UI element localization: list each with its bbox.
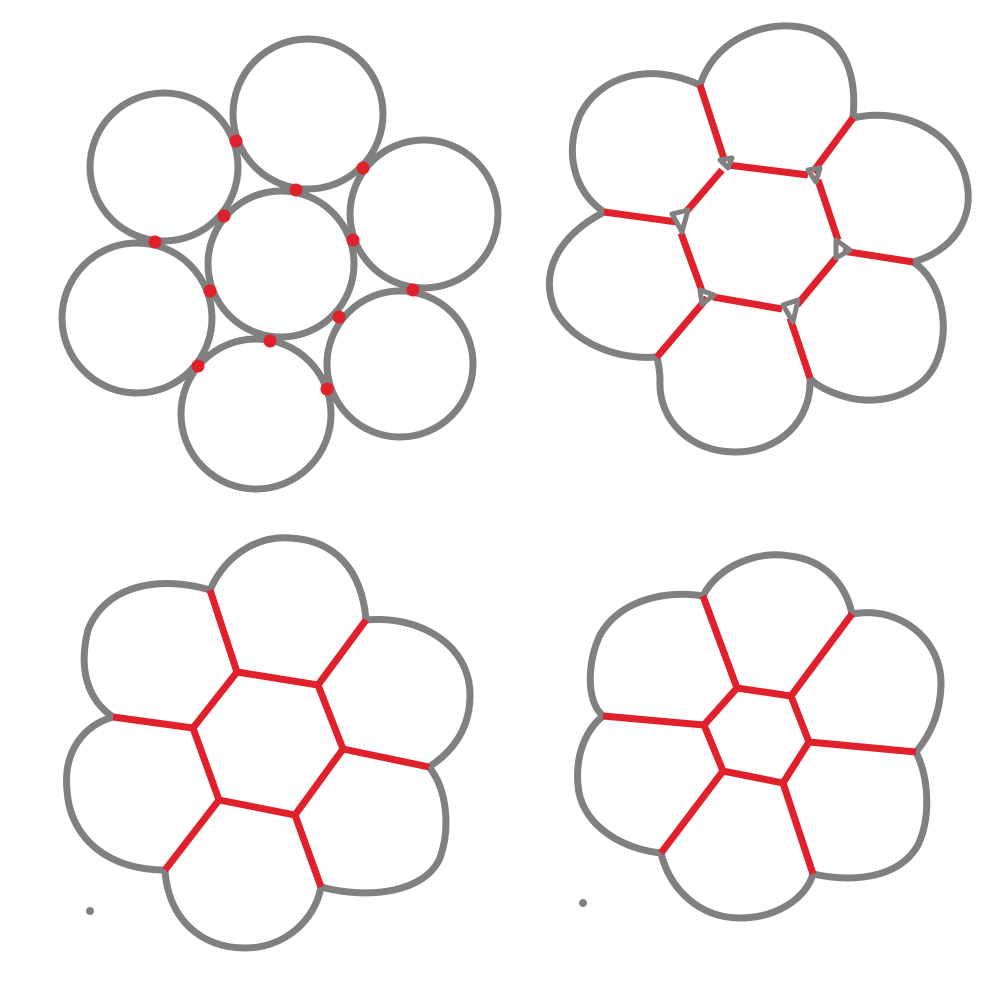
contact-point — [217, 209, 231, 223]
film-edge — [342, 745, 430, 771]
film-edge — [683, 167, 725, 215]
film-edge — [112, 713, 194, 732]
film-edge — [712, 293, 783, 313]
film-edge — [842, 247, 914, 266]
panel-1 — [58, 35, 502, 493]
cluster-outline — [63, 534, 474, 952]
film-edge — [206, 588, 241, 674]
bubble-bottom-right — [323, 287, 477, 441]
panel-1-contact-points — [148, 134, 420, 396]
center-hexagon — [699, 684, 813, 787]
contact-point — [148, 235, 162, 249]
film-edge — [814, 178, 842, 242]
contact-point — [356, 161, 370, 175]
contact-point — [346, 233, 360, 247]
panel-4-outline — [574, 551, 945, 922]
film-edge — [658, 768, 726, 856]
film-edge — [786, 316, 814, 380]
film-edge — [291, 813, 325, 889]
cluster-outline — [574, 551, 945, 922]
film-edge — [654, 295, 710, 360]
panel-3-edges — [112, 588, 430, 889]
panel-2-plateau-borders — [669, 155, 853, 325]
bubble-top-left — [86, 89, 242, 245]
panel-2-edges — [603, 83, 914, 380]
film-edge — [699, 594, 741, 690]
plateau-border — [669, 207, 691, 235]
film-edge — [315, 617, 369, 688]
film-edge — [727, 161, 809, 179]
film-edge — [162, 797, 222, 873]
film-edge — [794, 255, 839, 308]
plateau-border — [780, 297, 801, 325]
plateau-border — [717, 155, 735, 171]
bubble-top — [229, 35, 387, 193]
film-edge — [603, 208, 678, 226]
bubble-center — [204, 187, 358, 341]
film-edge — [810, 115, 856, 175]
contact-point — [263, 334, 277, 348]
panel-3-outline — [63, 534, 474, 952]
contact-point — [191, 359, 205, 373]
bubble-bottom — [177, 335, 335, 493]
contact-point — [320, 382, 334, 396]
contact-point — [229, 134, 243, 148]
contact-point — [406, 283, 420, 297]
center-hexagon — [189, 668, 347, 819]
contact-point — [332, 310, 346, 324]
contact-point — [289, 183, 303, 197]
plateau-border — [833, 237, 853, 261]
plateau-border — [697, 287, 717, 307]
film-edge — [602, 712, 705, 729]
film-edge — [808, 738, 917, 756]
film-edge — [677, 231, 706, 293]
bubble-left — [58, 239, 216, 397]
cluster-outline — [545, 22, 972, 456]
plateau-border — [805, 165, 823, 185]
film-edge — [779, 781, 817, 876]
panel-2-outline — [545, 22, 972, 456]
panel-4-edges — [602, 594, 917, 876]
film-edge — [696, 83, 729, 164]
small-dot — [86, 907, 94, 915]
bubble-right — [346, 136, 502, 292]
film-edge — [788, 611, 855, 699]
small-dot — [579, 899, 587, 907]
contact-point — [203, 284, 217, 298]
